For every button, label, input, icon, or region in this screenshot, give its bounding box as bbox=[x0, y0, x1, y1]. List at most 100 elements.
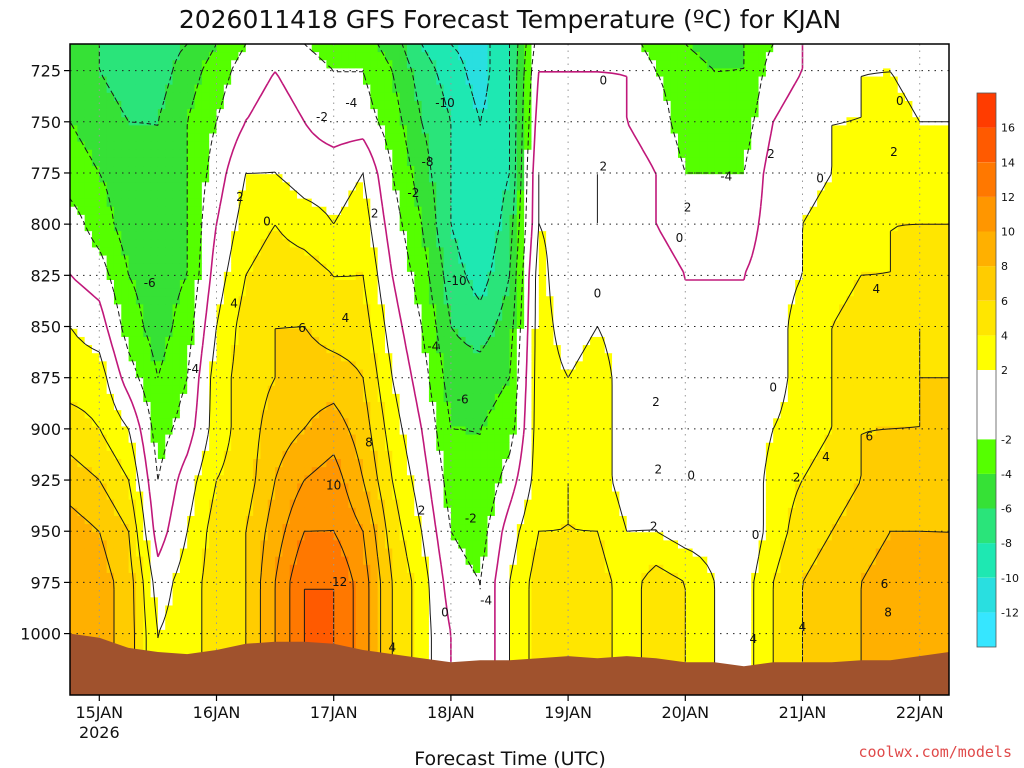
field-cell bbox=[582, 60, 591, 70]
field-cell bbox=[502, 125, 511, 135]
field-cell bbox=[77, 377, 86, 387]
field-cell bbox=[868, 125, 877, 135]
field-cell bbox=[590, 92, 598, 102]
field-cell bbox=[399, 166, 408, 175]
field-cell bbox=[641, 239, 650, 249]
field-cell bbox=[685, 68, 694, 78]
field-cell bbox=[282, 100, 291, 110]
field-cell bbox=[560, 336, 569, 346]
field-cell bbox=[612, 133, 620, 143]
field-cell bbox=[333, 328, 342, 338]
field-cell bbox=[582, 157, 591, 167]
field-cell bbox=[135, 279, 144, 289]
field-cell bbox=[231, 149, 240, 159]
field-cell bbox=[685, 361, 694, 371]
field-cell bbox=[165, 263, 174, 273]
field-cell bbox=[685, 60, 694, 70]
field-cell bbox=[707, 320, 716, 330]
field-cell bbox=[568, 328, 577, 338]
field-cell bbox=[99, 296, 108, 305]
field-cell bbox=[494, 296, 503, 305]
field-cell bbox=[480, 198, 489, 208]
field-cell bbox=[121, 304, 130, 314]
field-cell bbox=[179, 198, 188, 208]
field-cell bbox=[795, 214, 804, 224]
field-cell bbox=[919, 182, 928, 192]
field-cell bbox=[758, 320, 767, 330]
field-cell bbox=[502, 149, 511, 159]
field-cell bbox=[355, 223, 364, 232]
field-cell bbox=[919, 174, 928, 183]
field-cell bbox=[414, 255, 423, 265]
field-cell bbox=[912, 271, 921, 281]
field-cell bbox=[297, 377, 305, 387]
field-cell bbox=[531, 92, 540, 102]
field-cell bbox=[436, 239, 445, 249]
field-cell bbox=[238, 263, 247, 273]
field-cell bbox=[795, 296, 804, 305]
field-cell bbox=[546, 44, 555, 53]
field-cell bbox=[919, 369, 928, 379]
field-cell bbox=[99, 60, 108, 70]
field-cell bbox=[927, 149, 935, 159]
field-cell bbox=[883, 361, 891, 371]
field-cell bbox=[553, 247, 562, 257]
field-cell bbox=[260, 377, 269, 387]
field-cell bbox=[187, 117, 196, 126]
field-cell bbox=[480, 141, 489, 151]
field-cell bbox=[421, 109, 430, 118]
field-cell bbox=[150, 52, 159, 61]
field-cell bbox=[297, 157, 305, 167]
field-cell bbox=[831, 247, 840, 257]
field-cell bbox=[575, 149, 584, 159]
field-cell bbox=[157, 206, 166, 216]
field-cell bbox=[428, 60, 437, 70]
field-cell bbox=[656, 336, 664, 346]
field-cell bbox=[641, 141, 650, 151]
field-cell bbox=[590, 117, 598, 126]
field-cell bbox=[853, 174, 862, 183]
field-cell bbox=[721, 271, 730, 281]
field-cell bbox=[348, 263, 357, 273]
field-cell bbox=[941, 312, 949, 322]
field-cell bbox=[289, 336, 298, 346]
field-cell bbox=[311, 214, 320, 224]
field-cell bbox=[817, 214, 826, 224]
field-cell bbox=[729, 369, 738, 379]
field-cell bbox=[809, 239, 818, 249]
field-cell bbox=[780, 336, 789, 346]
field-cell bbox=[875, 133, 884, 143]
field-cell bbox=[941, 44, 949, 53]
field-cell bbox=[209, 76, 218, 86]
field-cell bbox=[179, 361, 188, 371]
field-cell bbox=[194, 149, 203, 159]
field-cell bbox=[582, 320, 591, 330]
field-cell bbox=[143, 263, 152, 273]
field-cell bbox=[70, 92, 78, 102]
field-cell bbox=[319, 76, 327, 86]
field-cell bbox=[831, 125, 840, 135]
field-cell bbox=[289, 141, 298, 151]
field-cell bbox=[817, 312, 826, 322]
field-cell bbox=[128, 174, 137, 183]
field-cell bbox=[619, 320, 628, 330]
field-cell bbox=[231, 125, 240, 135]
field-cell bbox=[751, 198, 760, 208]
field-cell bbox=[406, 206, 415, 216]
field-cell bbox=[179, 133, 188, 143]
field-cell bbox=[502, 157, 511, 167]
field-cell bbox=[238, 76, 247, 86]
field-cell bbox=[846, 92, 855, 102]
field-cell bbox=[912, 328, 921, 338]
field-cell bbox=[626, 328, 635, 338]
field-cell bbox=[370, 312, 379, 322]
field-cell bbox=[480, 320, 489, 330]
field-cell bbox=[641, 76, 650, 86]
field-cell bbox=[809, 125, 818, 135]
field-cell bbox=[128, 361, 137, 371]
field-cell bbox=[370, 304, 379, 314]
field-cell bbox=[341, 100, 349, 110]
field-cell bbox=[179, 149, 188, 159]
field-cell bbox=[758, 84, 767, 94]
field-cell bbox=[597, 166, 606, 175]
